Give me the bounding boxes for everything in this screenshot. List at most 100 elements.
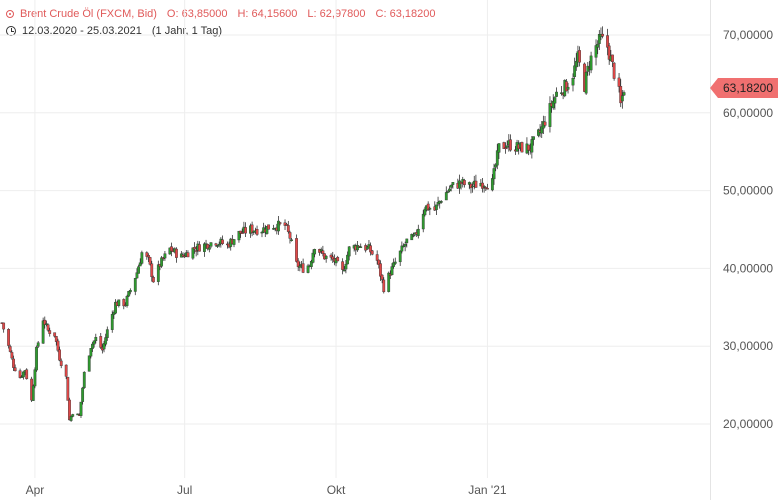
- x-tick-label: Jan '21: [468, 483, 507, 497]
- candle-body: [105, 329, 109, 338]
- candle-body: [497, 143, 501, 153]
- candle-body: [202, 243, 206, 252]
- candle-body: [611, 54, 614, 62]
- candle-body: [375, 254, 379, 261]
- candle-body: [209, 242, 213, 247]
- candle-body: [423, 208, 427, 216]
- candle-body: [446, 191, 450, 193]
- candle-body: [214, 243, 218, 246]
- candle-body: [459, 182, 463, 184]
- candle-body: [548, 103, 552, 127]
- candle-body: [48, 330, 52, 334]
- candle-body: [612, 62, 616, 79]
- candle-body: [324, 255, 328, 259]
- candle-body: [390, 266, 394, 276]
- candle-body: [148, 257, 152, 265]
- close-value: C: 63,18200: [375, 7, 436, 20]
- candle-body: [156, 264, 160, 282]
- candle-body: [435, 204, 438, 210]
- candle-body: [92, 340, 96, 345]
- candle-body: [313, 248, 317, 255]
- candle-body: [147, 255, 150, 258]
- candle-body: [240, 232, 244, 234]
- candle-body: [342, 269, 346, 272]
- candle-body: [82, 371, 86, 388]
- candle-body: [54, 336, 58, 342]
- candle-body: [140, 252, 144, 264]
- candle-body: [329, 254, 333, 258]
- candle-body: [288, 232, 292, 239]
- candle-body: [571, 78, 575, 86]
- candle-body: [56, 340, 60, 351]
- candle-body: [505, 145, 509, 148]
- candle-body: [7, 329, 10, 346]
- candle-body: [530, 139, 534, 153]
- chart-header: Brent Crude Öl (FXCM, Bid) O: 63,85000 H…: [6, 6, 435, 38]
- candle-body: [309, 261, 313, 267]
- candle-body: [12, 358, 15, 368]
- candle-body: [18, 370, 22, 378]
- candle-body: [369, 245, 372, 253]
- candle-body: [486, 188, 489, 190]
- candle-body: [387, 272, 391, 292]
- candle-body: [416, 228, 420, 236]
- candle-body: [481, 182, 484, 189]
- candle-body: [574, 61, 578, 68]
- candle-body: [198, 244, 201, 252]
- candle-body: [81, 387, 85, 402]
- candle-body: [59, 360, 63, 366]
- candle-body: [596, 44, 600, 48]
- candle-body: [380, 274, 384, 280]
- candle-body: [255, 229, 259, 235]
- candle-body: [494, 164, 498, 168]
- y-tick-label: 20,00000: [723, 417, 773, 431]
- candle-body: [89, 348, 93, 357]
- candle-body: [71, 414, 75, 417]
- candle-body: [560, 92, 563, 94]
- candle-body: [490, 178, 494, 191]
- candle-body: [25, 369, 29, 380]
- candle-body: [43, 319, 47, 325]
- candle-body: [377, 259, 381, 265]
- x-tick-label: Jul: [177, 483, 192, 497]
- candle-body: [295, 238, 298, 262]
- candle-body: [286, 225, 290, 232]
- candle-body: [449, 184, 453, 188]
- candle-body: [403, 243, 407, 247]
- candle-body: [458, 180, 461, 189]
- candle-body: [36, 342, 40, 347]
- candle-body: [104, 337, 108, 345]
- candle-body: [346, 254, 349, 265]
- candle-body: [462, 180, 466, 186]
- candle-body: [428, 208, 432, 210]
- candle-body: [41, 320, 45, 344]
- period-label: (1 Jahr, 1 Tag): [151, 24, 223, 37]
- candle-body: [347, 246, 351, 257]
- candle-body: [125, 296, 129, 306]
- candle-body: [191, 247, 195, 259]
- candle-body: [370, 250, 374, 255]
- candle-body: [426, 203, 430, 211]
- candle-body: [589, 55, 593, 71]
- candle-body: [221, 239, 224, 244]
- candle-body: [573, 65, 577, 77]
- candle-body: [520, 142, 524, 153]
- candle-body: [402, 245, 405, 248]
- candle-body: [151, 277, 155, 283]
- candle-body: [112, 312, 116, 315]
- candle-body: [532, 136, 535, 140]
- candle-body: [502, 142, 506, 149]
- candle-body: [35, 346, 38, 371]
- candle-body: [133, 278, 137, 292]
- candle-body: [66, 376, 70, 401]
- high-value: H: 64,15600: [237, 7, 298, 20]
- candle-body: [474, 180, 478, 188]
- series-dot-icon: [6, 9, 14, 18]
- candle-body: [244, 227, 247, 234]
- candle-body: [509, 139, 512, 151]
- candle-body: [393, 261, 397, 264]
- candle-body: [504, 147, 507, 150]
- candle-body: [206, 244, 210, 249]
- candle-body: [58, 349, 61, 361]
